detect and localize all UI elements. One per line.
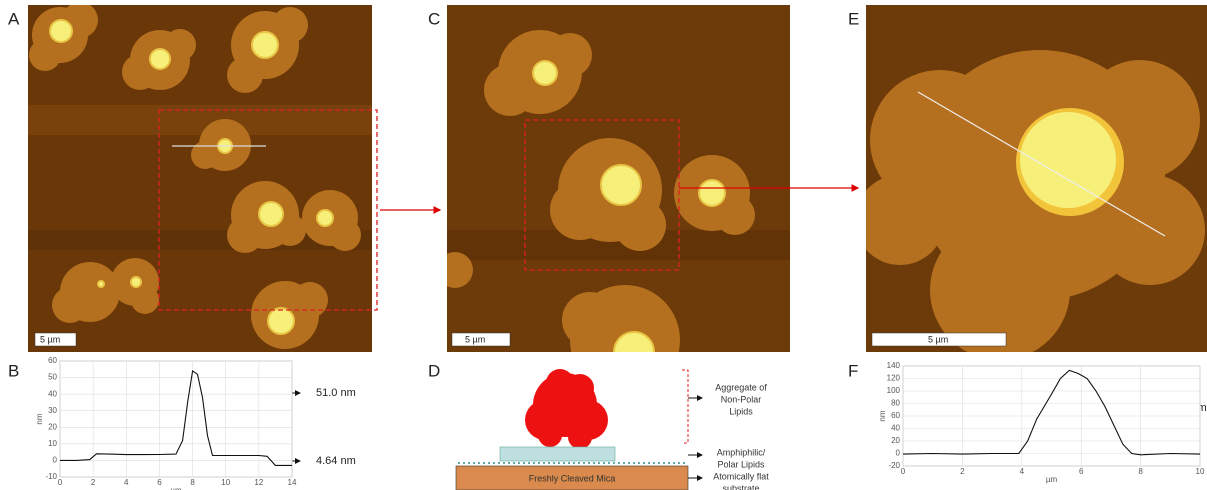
annotation: 51.0 nm bbox=[316, 387, 356, 399]
annotation: 4.64 nm bbox=[316, 455, 356, 467]
x-axis-label: µm bbox=[170, 486, 182, 490]
panel-label: C bbox=[428, 9, 440, 28]
panel-label: B bbox=[8, 361, 19, 380]
x-tick-label: 4 bbox=[1020, 467, 1025, 476]
afm-image bbox=[28, 2, 372, 352]
y-tick-label: 0 bbox=[53, 456, 58, 465]
diagram-label: Atomically flat bbox=[713, 471, 769, 481]
panel-label: F bbox=[848, 361, 858, 380]
y-tick-label: 40 bbox=[48, 389, 57, 398]
diagram-label: Polar Lipids bbox=[717, 459, 765, 469]
x-tick-label: 0 bbox=[901, 467, 906, 476]
x-tick-label: 8 bbox=[190, 478, 195, 487]
diagram-label: Non-Polar bbox=[721, 394, 762, 404]
scale-bar: 5 µm bbox=[928, 334, 948, 344]
y-tick-label: 30 bbox=[48, 406, 57, 415]
x-tick-label: 6 bbox=[157, 478, 162, 487]
afm-image bbox=[855, 5, 1207, 360]
panel-label: A bbox=[8, 9, 20, 28]
x-axis-label: µm bbox=[1046, 475, 1058, 484]
y-tick-label: 20 bbox=[891, 436, 900, 445]
y-tick-label: 40 bbox=[891, 424, 900, 433]
y-tick-label: 80 bbox=[891, 399, 900, 408]
y-tick-label: 60 bbox=[891, 411, 900, 420]
diagram-label: Amphiphilic/ bbox=[717, 447, 766, 457]
x-tick-label: 10 bbox=[221, 478, 230, 487]
y-tick-label: 100 bbox=[887, 386, 901, 395]
figure: A B C D E F 5 µm bbox=[0, 0, 1207, 490]
lipid-diagram: Freshly Cleaved Mica Aggregate of Non-Po… bbox=[456, 369, 769, 490]
y-tick-label: 20 bbox=[48, 422, 57, 431]
panel-label: D bbox=[428, 361, 440, 380]
y-tick-label: 10 bbox=[48, 439, 57, 448]
x-tick-label: 8 bbox=[1138, 467, 1143, 476]
x-tick-label: 14 bbox=[288, 478, 297, 487]
x-tick-label: 12 bbox=[254, 478, 263, 487]
y-tick-label: 50 bbox=[48, 373, 57, 382]
y-tick-label: -10 bbox=[45, 472, 57, 481]
substrate-label: Freshly Cleaved Mica bbox=[529, 473, 616, 483]
scale-bar: 5 µm bbox=[40, 334, 60, 344]
scale-bar: 5 µm bbox=[465, 334, 485, 344]
x-tick-label: 10 bbox=[1196, 467, 1205, 476]
diagram-label: Aggregate of bbox=[715, 382, 767, 392]
x-tick-label: 4 bbox=[124, 478, 129, 487]
x-tick-label: 2 bbox=[91, 478, 96, 487]
y-tick-label: 60 bbox=[48, 356, 57, 365]
x-tick-label: 2 bbox=[960, 467, 965, 476]
x-tick-label: 0 bbox=[58, 478, 63, 487]
diagram-label: substrate bbox=[722, 483, 759, 490]
panel-label: E bbox=[848, 9, 859, 28]
y-tick-label: -20 bbox=[888, 461, 900, 470]
plot-area bbox=[60, 361, 292, 477]
y-tick-label: 140 bbox=[887, 361, 901, 370]
y-axis-label: nm bbox=[878, 410, 887, 421]
diagram-label: Lipids bbox=[729, 406, 753, 416]
y-axis-label: nm bbox=[35, 413, 44, 424]
y-tick-label: 120 bbox=[887, 374, 901, 383]
x-tick-label: 6 bbox=[1079, 467, 1084, 476]
y-tick-label: 0 bbox=[896, 449, 901, 458]
